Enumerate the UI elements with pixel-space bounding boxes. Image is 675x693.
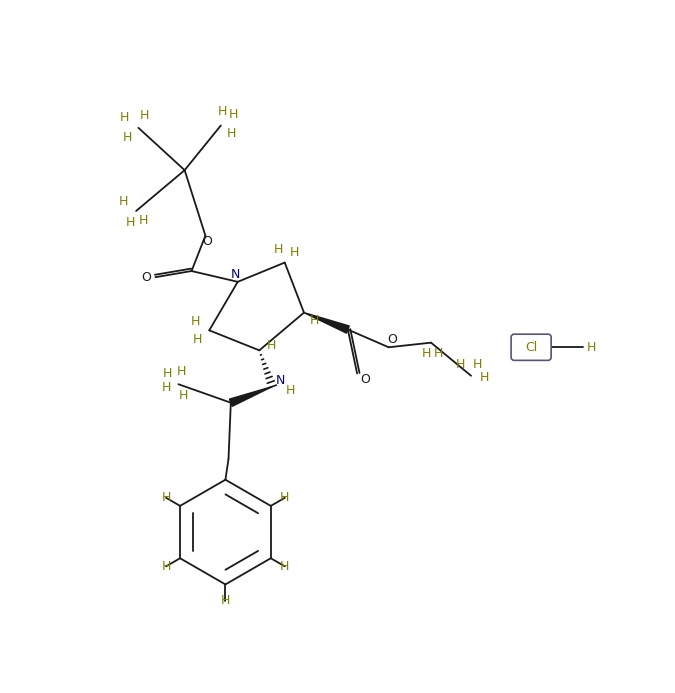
Polygon shape — [304, 313, 349, 333]
Text: H: H — [456, 358, 465, 371]
Text: H: H — [422, 347, 431, 360]
Text: H: H — [221, 594, 230, 607]
Text: H: H — [177, 365, 186, 378]
Text: H: H — [472, 358, 482, 371]
Text: H: H — [161, 491, 171, 505]
Text: H: H — [178, 389, 188, 401]
Text: H: H — [286, 384, 296, 397]
Text: H: H — [120, 112, 129, 124]
Text: H: H — [280, 560, 290, 573]
Text: H: H — [123, 130, 132, 143]
Text: N: N — [231, 268, 240, 281]
FancyBboxPatch shape — [511, 334, 551, 360]
Text: H: H — [587, 341, 596, 353]
Text: Cl: Cl — [525, 341, 537, 353]
Text: H: H — [228, 108, 238, 121]
Text: H: H — [119, 195, 128, 208]
Text: H: H — [310, 314, 319, 327]
Text: O: O — [141, 271, 151, 283]
Text: H: H — [290, 246, 300, 259]
Text: H: H — [161, 560, 171, 573]
Text: H: H — [163, 367, 172, 380]
Text: H: H — [192, 333, 202, 346]
Text: O: O — [202, 234, 212, 247]
Text: H: H — [480, 371, 489, 384]
Text: O: O — [387, 333, 398, 346]
Text: H: H — [140, 109, 149, 122]
Text: H: H — [126, 216, 134, 229]
Text: H: H — [267, 340, 276, 352]
Text: H: H — [217, 105, 227, 118]
Text: H: H — [139, 213, 148, 227]
Polygon shape — [230, 387, 273, 406]
Text: H: H — [434, 347, 443, 360]
Text: H: H — [191, 315, 200, 328]
Text: H: H — [280, 491, 290, 505]
Text: H: H — [161, 381, 171, 394]
Text: H: H — [274, 243, 284, 256]
Text: N: N — [275, 374, 285, 387]
Text: H: H — [227, 127, 236, 140]
Text: O: O — [360, 373, 370, 386]
